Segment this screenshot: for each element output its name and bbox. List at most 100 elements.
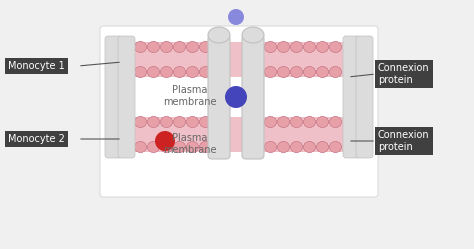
Ellipse shape: [161, 42, 173, 53]
Ellipse shape: [161, 42, 173, 53]
Ellipse shape: [200, 141, 211, 152]
Text: Plasma
membrane: Plasma membrane: [163, 133, 217, 155]
Ellipse shape: [147, 42, 159, 53]
Ellipse shape: [264, 141, 276, 152]
Ellipse shape: [291, 117, 302, 127]
Ellipse shape: [147, 141, 159, 152]
Ellipse shape: [264, 141, 276, 152]
Text: Plasma
membrane: Plasma membrane: [163, 85, 217, 107]
Ellipse shape: [264, 42, 276, 53]
Ellipse shape: [161, 141, 173, 152]
Ellipse shape: [173, 42, 185, 53]
Ellipse shape: [317, 66, 328, 77]
FancyBboxPatch shape: [100, 26, 378, 197]
Ellipse shape: [329, 42, 341, 53]
Ellipse shape: [264, 42, 276, 53]
Ellipse shape: [303, 141, 316, 152]
FancyBboxPatch shape: [105, 36, 122, 158]
Ellipse shape: [303, 117, 316, 127]
Ellipse shape: [135, 141, 146, 152]
Ellipse shape: [329, 66, 341, 77]
Ellipse shape: [147, 141, 159, 152]
Ellipse shape: [303, 42, 316, 53]
Ellipse shape: [329, 141, 341, 152]
Ellipse shape: [208, 27, 230, 43]
Ellipse shape: [264, 66, 276, 77]
Ellipse shape: [303, 42, 316, 53]
Ellipse shape: [147, 42, 159, 53]
Ellipse shape: [200, 42, 211, 53]
Ellipse shape: [277, 66, 290, 77]
Ellipse shape: [277, 117, 290, 127]
Ellipse shape: [173, 66, 185, 77]
FancyBboxPatch shape: [242, 35, 264, 159]
Ellipse shape: [317, 66, 328, 77]
FancyBboxPatch shape: [208, 35, 230, 159]
Ellipse shape: [264, 117, 276, 127]
Circle shape: [155, 131, 175, 151]
Ellipse shape: [329, 117, 341, 127]
Ellipse shape: [173, 42, 185, 53]
Ellipse shape: [135, 66, 146, 77]
Ellipse shape: [147, 66, 159, 77]
Ellipse shape: [173, 141, 185, 152]
Ellipse shape: [291, 66, 302, 77]
Ellipse shape: [186, 141, 199, 152]
Ellipse shape: [147, 117, 159, 127]
Ellipse shape: [147, 66, 159, 77]
Ellipse shape: [200, 66, 211, 77]
Ellipse shape: [291, 42, 302, 53]
Ellipse shape: [161, 117, 173, 127]
Ellipse shape: [303, 66, 316, 77]
Ellipse shape: [186, 141, 199, 152]
FancyBboxPatch shape: [356, 36, 373, 158]
Ellipse shape: [173, 141, 185, 152]
Ellipse shape: [317, 42, 328, 53]
Ellipse shape: [161, 66, 173, 77]
Ellipse shape: [186, 42, 199, 53]
Ellipse shape: [264, 66, 276, 77]
Ellipse shape: [291, 141, 302, 152]
Ellipse shape: [200, 117, 211, 127]
Ellipse shape: [277, 141, 290, 152]
Ellipse shape: [135, 42, 146, 53]
Ellipse shape: [277, 141, 290, 152]
Ellipse shape: [200, 66, 211, 77]
Bar: [108, 117, 370, 152]
Ellipse shape: [135, 42, 146, 53]
Ellipse shape: [317, 141, 328, 152]
Ellipse shape: [135, 117, 146, 127]
Ellipse shape: [277, 117, 290, 127]
Ellipse shape: [173, 117, 185, 127]
Ellipse shape: [317, 42, 328, 53]
FancyBboxPatch shape: [343, 36, 360, 158]
Ellipse shape: [147, 117, 159, 127]
Text: Monocyte 2: Monocyte 2: [8, 134, 65, 144]
Ellipse shape: [291, 117, 302, 127]
Ellipse shape: [291, 42, 302, 53]
Ellipse shape: [303, 141, 316, 152]
Ellipse shape: [173, 66, 185, 77]
FancyBboxPatch shape: [118, 36, 135, 158]
Ellipse shape: [329, 66, 341, 77]
Ellipse shape: [200, 141, 211, 152]
Ellipse shape: [186, 66, 199, 77]
Ellipse shape: [186, 42, 199, 53]
Ellipse shape: [200, 42, 211, 53]
Circle shape: [228, 9, 244, 25]
Ellipse shape: [291, 141, 302, 152]
Ellipse shape: [303, 117, 316, 127]
Ellipse shape: [161, 66, 173, 77]
Ellipse shape: [264, 117, 276, 127]
Ellipse shape: [277, 66, 290, 77]
Ellipse shape: [135, 66, 146, 77]
Ellipse shape: [242, 27, 264, 43]
Text: Connexion
protein: Connexion protein: [378, 130, 429, 152]
Circle shape: [225, 86, 247, 108]
Ellipse shape: [186, 117, 199, 127]
Ellipse shape: [317, 117, 328, 127]
Ellipse shape: [329, 42, 341, 53]
Bar: [108, 42, 370, 77]
Ellipse shape: [186, 66, 199, 77]
Text: Connexion
protein: Connexion protein: [378, 63, 429, 85]
